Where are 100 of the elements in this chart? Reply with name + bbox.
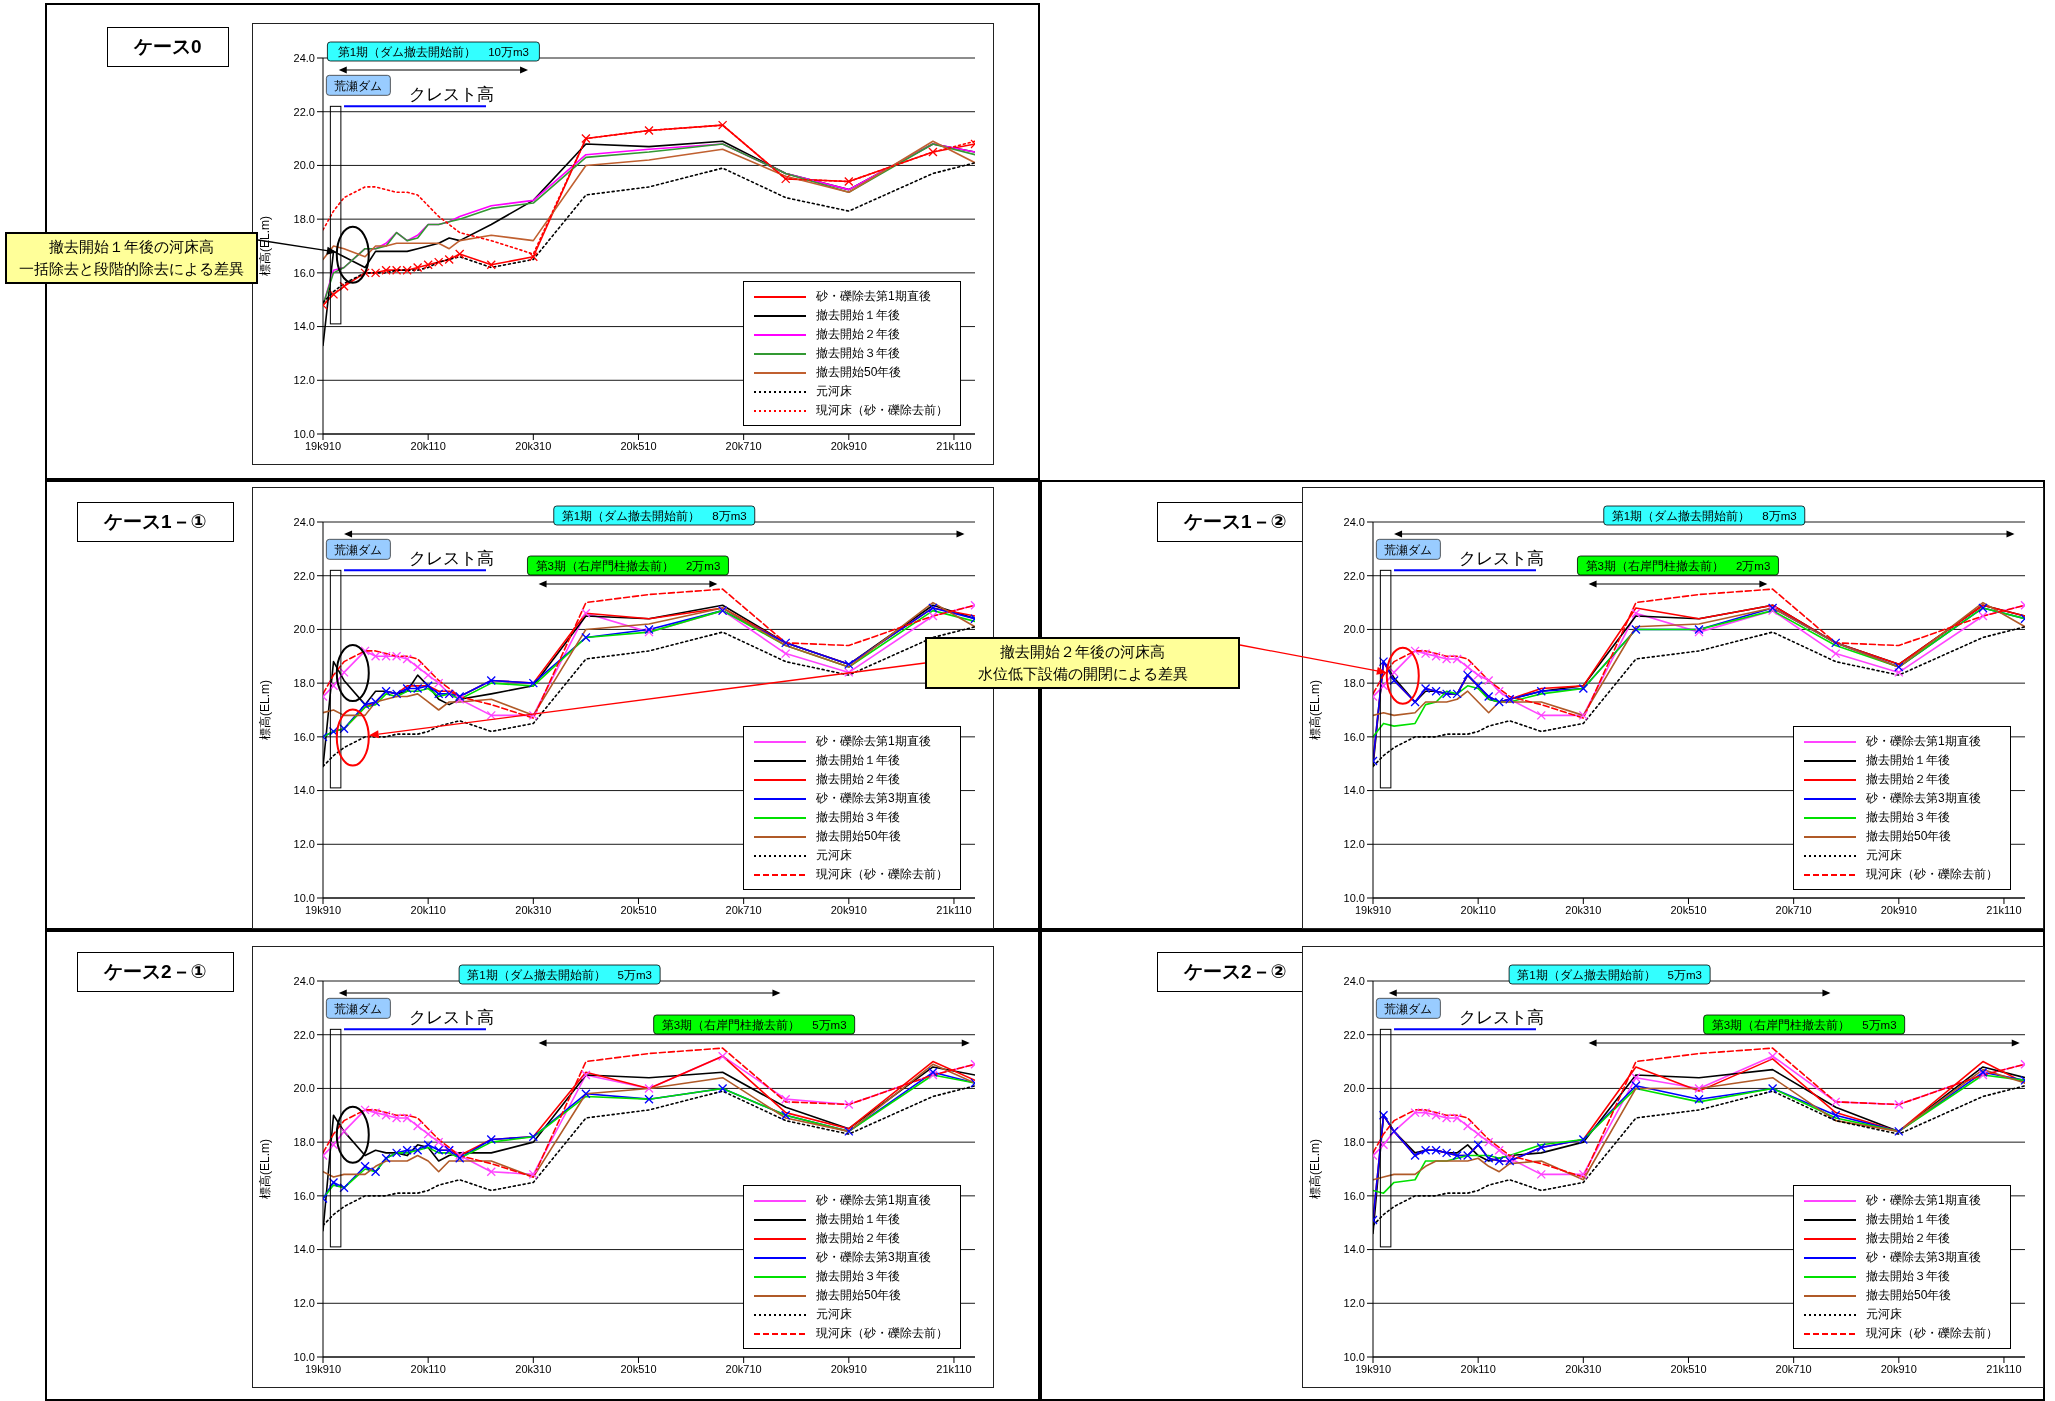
annotation: 第3期（右岸門柱撤去前） 2万m3 xyxy=(1585,560,1771,573)
y-tick-label: 22.0 xyxy=(1343,1028,1365,1041)
x-tick-label: 20k310 xyxy=(515,1362,552,1375)
y-tick-label: 24.0 xyxy=(1343,515,1365,528)
x-tick-label: 21k110 xyxy=(936,903,972,916)
legend-label: 撤去開始３年後 xyxy=(1866,1268,1950,1285)
y-tick-label: 16.0 xyxy=(293,730,315,743)
legend-label: 撤去開始50年後 xyxy=(816,1287,902,1304)
x-tick-label: 20k510 xyxy=(620,1362,657,1375)
legend-label: 砂・礫除去第1期直後 xyxy=(816,1192,931,1209)
y-tick-label: 14.0 xyxy=(1343,784,1365,797)
y-tick-label: 20.0 xyxy=(293,1082,315,1095)
annotation: 荒瀬ダム xyxy=(334,543,383,558)
x-tick-label: 21k110 xyxy=(936,439,972,452)
legend-label: 撤去開始２年後 xyxy=(816,1230,900,1247)
legend-label: 元河床 xyxy=(816,1306,852,1323)
x-tick-label: 20k910 xyxy=(830,439,867,452)
x-tick-label: 21k110 xyxy=(1986,1362,2022,1375)
annotation: 荒瀬ダム xyxy=(334,1002,383,1017)
legend-label: 撤去開始３年後 xyxy=(816,809,900,826)
legend-label: 元河床 xyxy=(1866,847,1902,864)
annotation: 第3期（右岸門柱撤去前） 5万m3 xyxy=(1711,1019,1897,1032)
x-tick-label: 20k310 xyxy=(1565,903,1602,916)
annotation: 第1期（ダム撤去開始前） 8万m3 xyxy=(561,510,747,523)
legend-label: 撤去開始１年後 xyxy=(816,752,900,769)
y-tick-label: 16.0 xyxy=(1343,730,1365,743)
y-axis-title: 標高(EL.m) xyxy=(258,216,273,276)
x-tick-label: 20k110 xyxy=(410,1362,446,1375)
text: ケース2－① xyxy=(77,952,234,992)
x-tick-label: 20k110 xyxy=(1460,903,1496,916)
y-tick-label: 12.0 xyxy=(293,1297,315,1310)
legend-label: 砂・礫除去第3期直後 xyxy=(816,790,931,807)
y-tick-label: 24.0 xyxy=(293,974,315,987)
ref-line-label: クレスト高 xyxy=(409,85,494,105)
chart-title: ケース2－② xyxy=(1157,952,1314,992)
y-tick-label: 22.0 xyxy=(1343,569,1365,582)
legend-label: 撤去開始２年後 xyxy=(816,326,900,343)
x-tick-label: 20k110 xyxy=(410,439,446,452)
annotation: 第1期（ダム撤去開始前） 5万m3 xyxy=(467,969,652,982)
x-tick-label: 19k910 xyxy=(304,439,342,452)
legend-label: 砂・礫除去第3期直後 xyxy=(1866,1249,1981,1266)
ref-line-label: クレスト高 xyxy=(1459,1008,1544,1028)
x-tick-label: 20k110 xyxy=(1460,1362,1496,1375)
x-tick-label: 19k910 xyxy=(1354,1362,1392,1375)
legend-label: 現河床（砂・礫除去前） xyxy=(1866,1325,1998,1342)
x-tick-label: 19k910 xyxy=(1354,903,1392,916)
y-tick-label: 10.0 xyxy=(293,427,315,440)
y-tick-label: 12.0 xyxy=(1343,838,1365,851)
legend-label: 撤去開始50年後 xyxy=(816,364,902,381)
y-tick-label: 18.0 xyxy=(1343,677,1365,690)
legend-label: 撤去開始２年後 xyxy=(816,771,900,788)
y-tick-label: 10.0 xyxy=(1343,1350,1365,1363)
x-tick-label: 21k110 xyxy=(1986,903,2022,916)
y-tick-label: 16.0 xyxy=(1343,1189,1365,1202)
x-tick-label: 20k910 xyxy=(830,1362,867,1375)
annotation: 荒瀬ダム xyxy=(334,79,383,94)
x-tick-label: 20k510 xyxy=(1670,903,1707,916)
y-axis-title: 標高(EL.m) xyxy=(1308,680,1323,740)
legend-label: 撤去開始50年後 xyxy=(1866,828,1952,845)
annotation: 第1期（ダム撤去開始前） 8万m3 xyxy=(1611,510,1797,523)
x-tick-label: 20k510 xyxy=(620,439,657,452)
y-tick-label: 16.0 xyxy=(293,266,315,279)
x-tick-label: 21k110 xyxy=(936,1362,972,1375)
legend-label: 撤去開始２年後 xyxy=(1866,1230,1950,1247)
legend-label: 砂・礫除去第1期直後 xyxy=(816,733,931,750)
legend-label: 砂・礫除去第3期直後 xyxy=(1866,790,1981,807)
y-tick-label: 20.0 xyxy=(293,159,315,172)
y-axis-title: 標高(EL.m) xyxy=(258,680,273,740)
y-tick-label: 10.0 xyxy=(293,1350,315,1363)
ref-line-label: クレスト高 xyxy=(409,1008,494,1028)
y-axis-title: 標高(EL.m) xyxy=(258,1139,273,1199)
legend-label: 撤去開始３年後 xyxy=(1866,809,1950,826)
legend-label: 撤去開始３年後 xyxy=(816,1268,900,1285)
chart-title: ケース1－② xyxy=(1157,502,1314,542)
y-tick-label: 20.0 xyxy=(1343,1082,1365,1095)
y-tick-label: 16.0 xyxy=(293,1189,315,1202)
legend-label: 現河床（砂・礫除去前） xyxy=(816,1325,948,1342)
legend-label: 撤去開始１年後 xyxy=(1866,1211,1950,1228)
y-tick-label: 12.0 xyxy=(293,374,315,387)
y-tick-label: 14.0 xyxy=(293,320,315,333)
y-tick-label: 14.0 xyxy=(1343,1243,1365,1256)
annotation: 荒瀬ダム xyxy=(1384,1002,1433,1017)
x-tick-label: 20k710 xyxy=(725,439,762,452)
legend-label: 撤去開始50年後 xyxy=(1866,1287,1952,1304)
x-tick-label: 20k510 xyxy=(620,903,657,916)
annotation: 第3期（右岸門柱撤去前） 5万m3 xyxy=(661,1019,847,1032)
y-tick-label: 14.0 xyxy=(293,1243,315,1256)
y-tick-label: 22.0 xyxy=(293,1028,315,1041)
y-axis-title: 標高(EL.m) xyxy=(1308,1139,1323,1199)
x-tick-label: 20k910 xyxy=(1880,903,1917,916)
legend-label: 撤去開始50年後 xyxy=(816,828,902,845)
ref-line-label: クレスト高 xyxy=(409,549,494,569)
x-tick-label: 20k710 xyxy=(725,903,762,916)
y-tick-label: 20.0 xyxy=(1343,623,1365,636)
x-tick-label: 20k710 xyxy=(725,1362,762,1375)
y-tick-label: 24.0 xyxy=(293,515,315,528)
y-tick-label: 22.0 xyxy=(293,105,315,118)
y-tick-label: 12.0 xyxy=(293,838,315,851)
legend-label: 撤去開始１年後 xyxy=(1866,752,1950,769)
note-box: 撤去開始２年後の河床高 水位低下設備の開閉による差異 xyxy=(925,637,1240,689)
